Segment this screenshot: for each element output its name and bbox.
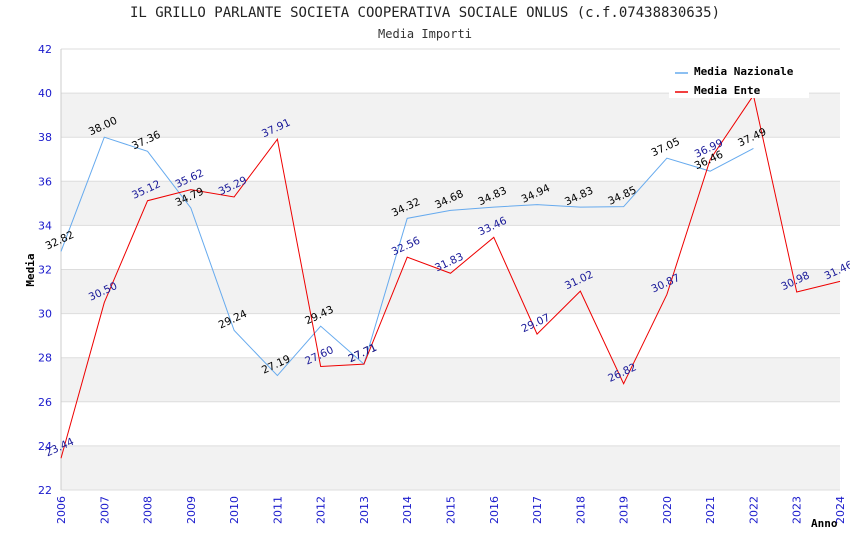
- grid-band: [61, 269, 840, 314]
- grid-band: [61, 357, 840, 402]
- x-tick-label: 2021: [704, 496, 717, 524]
- data-label-nazionale: 37.05: [649, 136, 681, 160]
- legend-box: [669, 60, 809, 98]
- legend-label-ente: Media Ente: [694, 84, 761, 97]
- x-tick-label: 2006: [55, 496, 68, 524]
- x-tick-label: 2023: [791, 496, 804, 524]
- y-tick-label: 22: [38, 484, 52, 497]
- x-tick-label: 2016: [488, 496, 501, 524]
- x-tick-label: 2009: [185, 496, 198, 524]
- x-axis-label: Anno: [811, 517, 838, 530]
- x-axis-ticks: 2006 2007 2008 2009 2010 2011 2012 2013 2014 2015…: [55, 496, 847, 524]
- x-tick-label: 2011: [271, 496, 284, 524]
- x-tick-label: 2022: [747, 496, 760, 524]
- grid-bands: [61, 93, 840, 490]
- series-lines: [60, 94, 841, 459]
- x-tick-label: 2010: [228, 496, 241, 524]
- y-tick-label: 24: [38, 440, 52, 453]
- data-label-nazionale: 32.82: [44, 229, 76, 253]
- x-tick-label: 2007: [98, 496, 111, 524]
- chart-title: IL GRILLO PARLANTE SOCIETA COOPERATIVA S…: [129, 5, 720, 21]
- x-tick-label: 2013: [358, 496, 371, 524]
- series-line-ente: [60, 94, 841, 459]
- grid-band: [61, 93, 840, 138]
- y-tick-label: 42: [38, 43, 52, 56]
- y-tick-label: 38: [38, 131, 52, 144]
- x-tick-label: 2017: [531, 496, 544, 524]
- y-tick-label: 26: [38, 396, 52, 409]
- legend-label-nazionale: Media Nazionale: [694, 65, 794, 78]
- grid-band: [61, 445, 840, 490]
- legend: Media Nazionale Media Ente: [669, 60, 809, 98]
- y-tick-label: 34: [38, 219, 52, 232]
- x-tick-label: 2008: [142, 496, 155, 524]
- series-line-nazionale: [60, 136, 754, 377]
- x-tick-label: 2020: [661, 496, 674, 524]
- x-tick-label: 2014: [401, 496, 414, 524]
- x-tick-label: 2019: [618, 496, 631, 524]
- grid-band: [61, 181, 840, 226]
- y-tick-label: 40: [38, 87, 52, 100]
- y-axis-label: Media: [24, 253, 37, 286]
- y-tick-label: 30: [38, 308, 52, 321]
- x-tick-label: 2015: [445, 496, 458, 524]
- y-tick-label: 32: [38, 264, 52, 277]
- chart-subtitle: Media Importi: [378, 27, 472, 41]
- y-axis-ticks: 22 24 26 28 30 32 34 36 38 40 42: [38, 43, 52, 497]
- data-label-ente: 32.56: [390, 235, 423, 259]
- y-tick-label: 36: [38, 175, 52, 188]
- x-tick-label: 2024: [834, 496, 847, 524]
- x-tick-label: 2018: [574, 496, 587, 524]
- x-tick-label: 2012: [315, 496, 328, 524]
- y-tick-label: 28: [38, 352, 52, 365]
- grid-lines: [60, 48, 840, 491]
